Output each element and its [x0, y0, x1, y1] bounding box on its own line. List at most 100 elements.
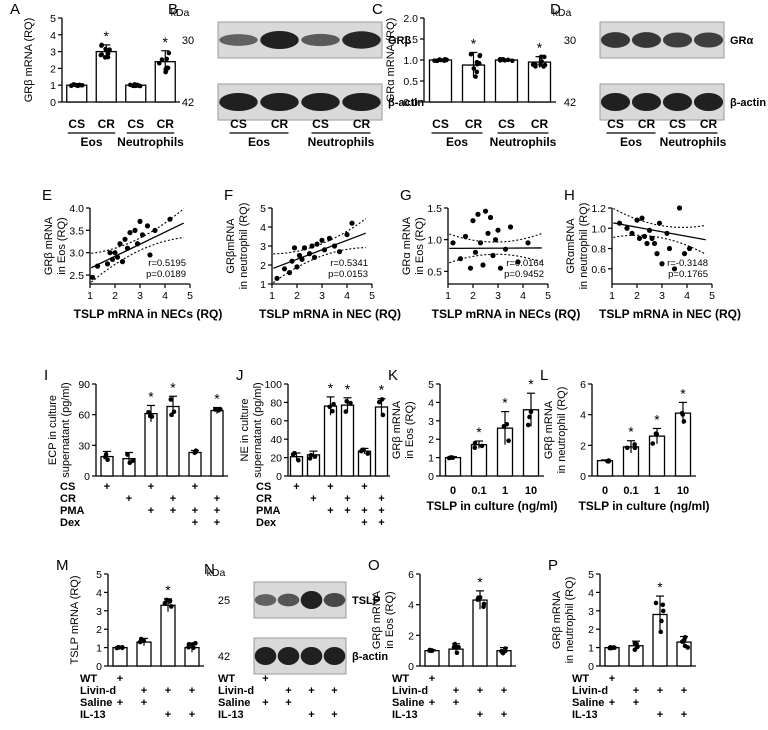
condition-mark: + [609, 673, 615, 685]
x-axis-label: TSLP mRNA in NECs (RQ) [432, 307, 581, 321]
data-point [379, 397, 385, 402]
y-axis-label: GRβmRNA [225, 218, 237, 274]
data-point [641, 233, 648, 239]
data-point [296, 252, 303, 259]
data-point [635, 644, 640, 650]
panel-letter: I [44, 367, 48, 384]
data-point [296, 457, 301, 463]
data-point [479, 443, 485, 449]
x-tick-label: 3 [137, 290, 143, 302]
bar [188, 451, 202, 477]
y-tick-label: 1 [96, 643, 102, 655]
significance-star: * [528, 376, 534, 392]
data-point [132, 227, 138, 233]
data-point [164, 56, 169, 62]
significance-star: * [104, 28, 110, 44]
data-point [112, 250, 118, 256]
y-tick-label: 30 [78, 440, 90, 452]
condition-mark: + [192, 481, 198, 493]
significance-star: * [379, 382, 385, 398]
group-label: Neutrophils [660, 135, 727, 149]
y-tick-label: 5 [96, 569, 102, 581]
kda-label: kDa [171, 7, 190, 19]
condition-mark: + [104, 481, 110, 493]
data-point [470, 218, 476, 224]
data-point [485, 230, 491, 236]
y-axis-label: in neutrophil (RQ) [578, 203, 590, 290]
y-axis-label: ECP in culture [47, 395, 59, 465]
bar [604, 646, 620, 667]
condition-mark: + [192, 517, 198, 529]
data-point [616, 220, 623, 226]
y-tick-label: 0 [588, 661, 594, 673]
data-point [474, 59, 480, 65]
data-point [119, 259, 126, 265]
category-label: 0 [450, 485, 456, 497]
significance-star: * [165, 582, 171, 598]
data-point [492, 237, 499, 243]
data-point [166, 50, 172, 56]
x-tick-label: 5 [545, 290, 551, 302]
condition-mark: + [429, 697, 435, 709]
data-point [472, 445, 478, 451]
data-point [312, 454, 318, 459]
data-point [481, 601, 487, 607]
condition-label: PMA [256, 505, 281, 517]
panel-letter: O [368, 557, 380, 574]
category-label: CS [68, 117, 85, 131]
blot-band [260, 31, 299, 49]
y-axis-label: GRβ mRNA [551, 590, 563, 649]
data-point [102, 55, 108, 60]
data-point [79, 82, 85, 88]
data-point [538, 54, 544, 60]
protein-label: GRα [730, 35, 754, 47]
y-tick-label: 90 [78, 379, 90, 391]
y-tick-label: 3.0 [69, 248, 84, 260]
condition-mark: + [327, 481, 333, 493]
data-point [499, 649, 505, 655]
data-point [274, 275, 280, 281]
r-value: r=-0.3148 [667, 258, 708, 269]
significance-star: * [477, 574, 483, 590]
blot-band [260, 93, 299, 111]
category-label: CS [669, 117, 686, 131]
y-tick-label: 2 [428, 434, 434, 446]
data-point [656, 220, 663, 226]
condition-mark: + [141, 685, 147, 697]
data-point [94, 263, 101, 269]
x-tick-label: 1 [445, 290, 451, 302]
data-point [539, 59, 544, 64]
data-point [474, 69, 480, 75]
data-point [625, 445, 630, 451]
panel-letter: G [400, 187, 412, 204]
bar [166, 405, 180, 477]
y-tick-label: 4 [428, 397, 434, 409]
condition-label: IL-13 [392, 709, 418, 721]
data-point [634, 217, 640, 223]
data-point [490, 252, 496, 259]
data-point [646, 227, 653, 233]
blot-band [277, 647, 300, 665]
category-label: CS [127, 117, 144, 131]
y-tick-label: 4 [50, 30, 56, 42]
data-point [299, 256, 305, 262]
x-tick-label: 3 [495, 290, 501, 302]
condition-label: IL-13 [218, 709, 244, 721]
significance-star: * [148, 388, 154, 404]
data-point [137, 218, 143, 225]
data-point [349, 220, 355, 226]
y-axis-label: GRαmRNA [565, 218, 577, 274]
condition-mark: + [657, 709, 663, 721]
condition-label: Saline [218, 697, 250, 709]
data-point [98, 52, 104, 58]
condition-mark: + [285, 697, 291, 709]
x-axis-label: TSLP mRNA in NECs (RQ) [74, 307, 223, 321]
condition-mark: + [214, 493, 220, 505]
y-tick-label: 2 [580, 440, 586, 452]
y-tick-label: 100 [264, 379, 282, 391]
condition-label: Dex [256, 517, 277, 529]
data-point [624, 225, 630, 231]
data-point [104, 261, 111, 267]
y-axis-label: GRβ mRNA [371, 590, 383, 649]
mw-label: 42 [564, 97, 576, 109]
